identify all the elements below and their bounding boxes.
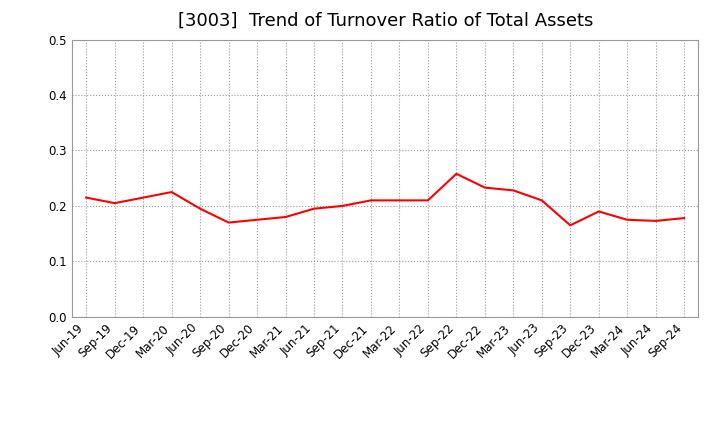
Title: [3003]  Trend of Turnover Ratio of Total Assets: [3003] Trend of Turnover Ratio of Total …	[178, 12, 593, 30]
